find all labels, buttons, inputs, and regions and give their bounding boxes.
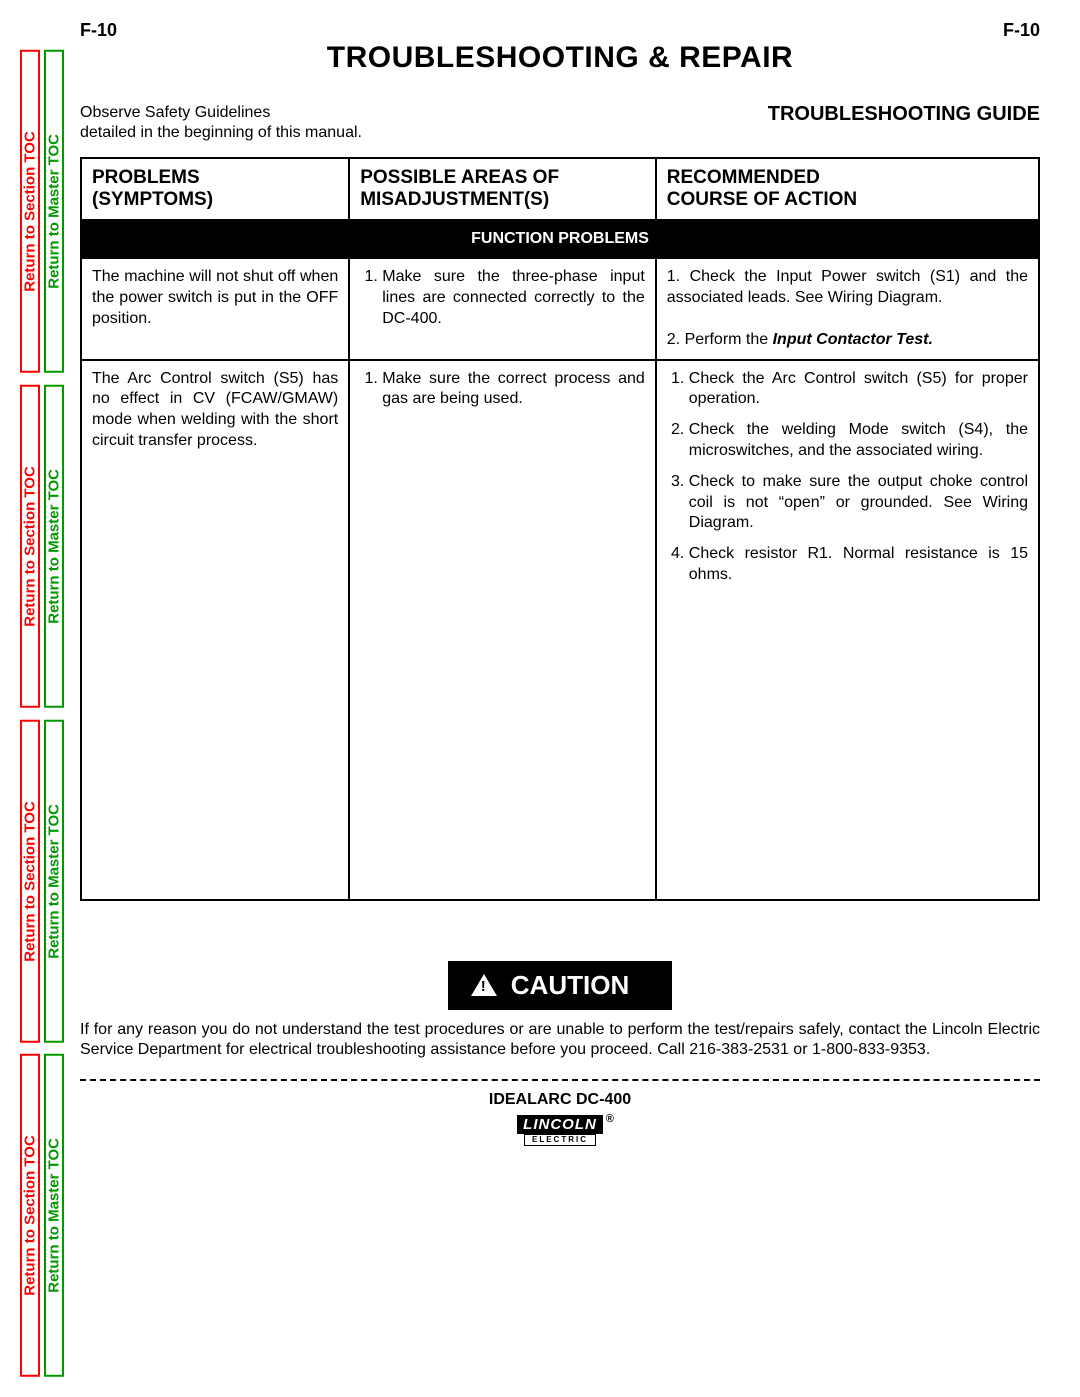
troubleshooting-guide-heading: TROUBLESHOOTING GUIDE <box>768 103 1040 126</box>
sub-header-row: Observe Safety Guidelines detailed in th… <box>80 103 1040 143</box>
return-section-toc-link[interactable]: Return to Section TOC <box>20 385 40 708</box>
cell-action: 1. Check the Input Power switch (S1) and… <box>656 258 1039 359</box>
page-title: TROUBLESHOOTING & REPAIR <box>80 41 1040 75</box>
list-item: Check the welding Mode switch (S4), the … <box>689 420 1028 462</box>
page-content: F-10 F-10 TROUBLESHOOTING & REPAIR Obser… <box>80 20 1040 1377</box>
logo-name: LINCOLN <box>523 1116 597 1133</box>
page-header: F-10 F-10 <box>80 20 1040 41</box>
table-row: The machine will not shut off when the p… <box>81 258 1039 359</box>
cell-misadjust: Make sure the correct process and gas ar… <box>349 360 656 900</box>
list-item: Check to make sure the output choke cont… <box>689 472 1028 534</box>
cell-misadjust: Make sure the three-phase input lines ar… <box>349 258 656 359</box>
col-header-problems: PROBLEMS (SYMPTOMS) <box>81 158 349 220</box>
col-header-text: MISADJUSTMENT(S) <box>360 189 549 210</box>
return-master-toc-link[interactable]: Return to Master TOC <box>44 720 64 1043</box>
return-master-toc-link[interactable]: Return to Master TOC <box>44 50 64 373</box>
col-header-text: COURSE OF ACTION <box>667 189 857 210</box>
list-item: Check the Arc Control switch (S5) for pr… <box>689 369 1028 411</box>
cell-problem: The machine will not shut off when the p… <box>81 258 349 359</box>
list-item: Make sure the correct process and gas ar… <box>382 369 645 411</box>
table-header-row: PROBLEMS (SYMPTOMS) POSSIBLE AREAS OF MI… <box>81 158 1039 220</box>
col-header-text: RECOMMENDED <box>667 167 820 188</box>
col-header-misadjustment: POSSIBLE AREAS OF MISADJUSTMENT(S) <box>349 158 656 220</box>
return-section-toc-link[interactable]: Return to Section TOC <box>20 1054 40 1377</box>
list-item: Check resistor R1. Normal resistance is … <box>689 544 1028 586</box>
cell-action: Check the Arc Control switch (S5) for pr… <box>656 360 1039 900</box>
table-row: The Arc Control switch (S5) has no effec… <box>81 360 1039 900</box>
logo-top-text: LINCOLN ® <box>517 1115 603 1134</box>
caution-banner: CAUTION <box>448 961 672 1010</box>
list-item: Make sure the three-phase input lines ar… <box>382 267 645 329</box>
registered-mark-icon: ® <box>606 1113 615 1125</box>
col-header-text: PROBLEMS <box>92 167 200 188</box>
footer-divider <box>80 1079 1040 1081</box>
return-section-toc-link[interactable]: Return to Section TOC <box>20 50 40 373</box>
observe-safety-note: Observe Safety Guidelines detailed in th… <box>80 103 362 143</box>
return-section-toc-link[interactable]: Return to Section TOC <box>20 720 40 1043</box>
page-code-left: F-10 <box>80 20 117 41</box>
footer-model: IDEALARC DC-400 <box>80 1091 1040 1109</box>
cell-problem: The Arc Control switch (S5) has no effec… <box>81 360 349 900</box>
section-toc-column: Return to Section TOC Return to Section … <box>20 50 40 1377</box>
col-header-text: POSSIBLE AREAS OF <box>360 167 559 188</box>
warning-triangle-icon <box>471 974 497 996</box>
brand-logo: LINCOLN ® ELECTRIC <box>80 1115 1040 1146</box>
section-band-label: FUNCTION PROBLEMS <box>81 220 1039 259</box>
page-code-right: F-10 <box>1003 20 1040 41</box>
caution-label: CAUTION <box>511 970 629 1001</box>
logo-bottom-text: ELECTRIC <box>524 1134 596 1146</box>
observe-line1: Observe Safety Guidelines <box>80 104 270 121</box>
col-header-text: (SYMPTOMS) <box>92 189 213 210</box>
section-band-row: FUNCTION PROBLEMS <box>81 220 1039 259</box>
return-master-toc-link[interactable]: Return to Master TOC <box>44 385 64 708</box>
caution-text: If for any reason you do not understand … <box>80 1020 1040 1062</box>
caution-section: CAUTION If for any reason you do not und… <box>80 961 1040 1062</box>
master-toc-column: Return to Master TOC Return to Master TO… <box>44 50 64 1377</box>
return-master-toc-link[interactable]: Return to Master TOC <box>44 1054 64 1377</box>
observe-line2: detailed in the beginning of this manual… <box>80 124 362 141</box>
side-nav-tabs: Return to Section TOC Return to Section … <box>20 50 64 1377</box>
troubleshooting-table: PROBLEMS (SYMPTOMS) POSSIBLE AREAS OF MI… <box>80 157 1040 901</box>
col-header-action: RECOMMENDED COURSE OF ACTION <box>656 158 1039 220</box>
